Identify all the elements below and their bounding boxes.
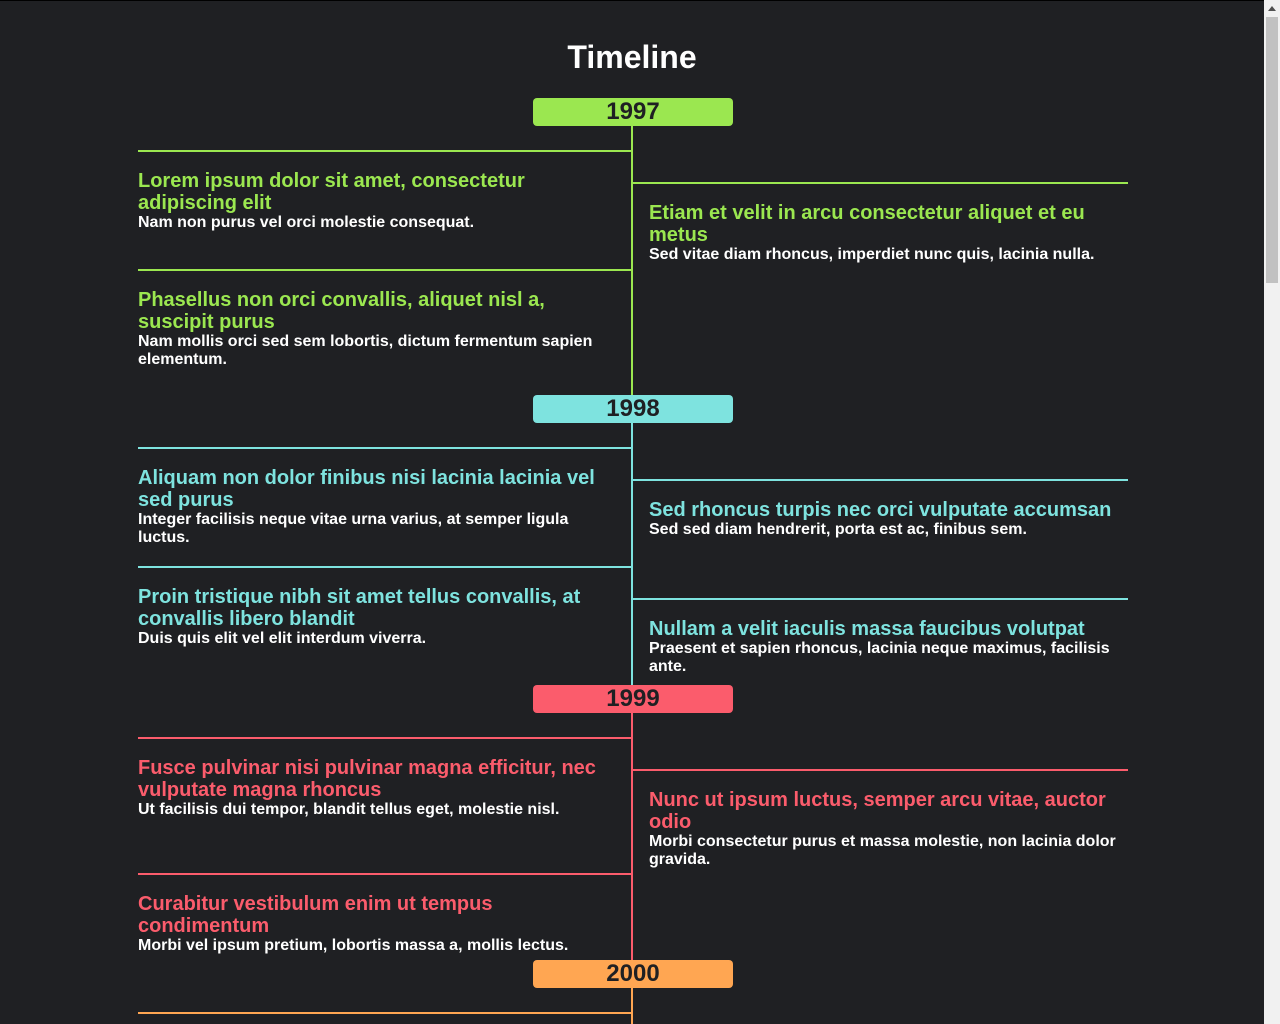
event-divider	[633, 479, 1128, 481]
event-title: Fusce pulvinar nisi pulvinar magna effic…	[138, 757, 596, 801]
timeline-event: Etiam et velit in arcu consectetur aliqu…	[633, 182, 1128, 263]
timeline-event: Phasellus non orci convallis, aliquet ni…	[138, 269, 631, 389]
event-description: Integer facilisis neque vitae urna variu…	[138, 511, 569, 546]
event-divider	[138, 150, 631, 152]
timeline-axis-1997	[631, 126, 633, 395]
event-divider	[138, 737, 631, 739]
timeline-axis-1998	[631, 423, 633, 685]
timeline-event: Sed rhoncus turpis nec orci vulputate ac…	[633, 479, 1128, 597]
scroll-up-arrow-icon[interactable]	[1264, 0, 1280, 17]
event-divider	[138, 873, 631, 875]
event-description: Nam non purus vel orci molestie consequa…	[138, 214, 475, 231]
page-title: Timeline	[567, 39, 697, 75]
event-title: Proin tristique nibh sit amet tellus con…	[138, 586, 581, 630]
event-divider	[633, 182, 1128, 184]
event-title: Lorem ipsum dolor sit amet, consectetur …	[138, 170, 525, 214]
event-description: Sed sed diam hendrerit, porta est ac, fi…	[649, 521, 1027, 538]
event-description: Morbi vel ipsum pretium, lobortis massa …	[138, 937, 569, 954]
event-description: Morbi consectetur purus et massa molesti…	[649, 833, 1116, 868]
event-title: Curabitur vestibulum enim ut tempus cond…	[138, 893, 493, 937]
event-divider	[633, 769, 1128, 771]
timeline-event: Nullam a velit iaculis massa faucibus vo…	[633, 598, 1128, 678]
timeline-event: Curabitur vestibulum enim ut tempus cond…	[138, 873, 631, 954]
event-divider	[138, 1012, 631, 1014]
year-badge-1997: 1997	[533, 98, 733, 126]
timeline-event: Proin tristique nibh sit amet tellus con…	[138, 566, 631, 676]
event-description: Praesent et sapien rhoncus, lacinia nequ…	[649, 640, 1110, 675]
year-badge-2000: 2000	[533, 960, 733, 988]
timeline-event: Aliquam non dolor finibus nisi lacinia l…	[138, 447, 631, 565]
event-divider	[138, 447, 631, 449]
event-title: Sed rhoncus turpis nec orci vulputate ac…	[649, 499, 1112, 521]
timeline-event: Nunc ut ipsum luctus, semper arcu vitae,…	[633, 769, 1128, 869]
timeline-event	[138, 1012, 631, 1024]
event-description: Nam mollis orci sed sem lobortis, dictum…	[138, 333, 593, 368]
event-description: Sed vitae diam rhoncus, imperdiet nunc q…	[649, 246, 1095, 263]
event-title: Phasellus non orci convallis, aliquet ni…	[138, 289, 545, 333]
event-divider	[138, 269, 631, 271]
year-badge-1998: 1998	[533, 395, 733, 423]
timeline-event: Lorem ipsum dolor sit amet, consectetur …	[138, 150, 631, 268]
event-divider	[633, 598, 1128, 600]
timeline-event: Fusce pulvinar nisi pulvinar magna effic…	[138, 737, 631, 872]
event-title: Nullam a velit iaculis massa faucibus vo…	[649, 618, 1085, 640]
window-top-border	[0, 0, 1264, 1]
event-description: Ut facilisis dui tempor, blandit tellus …	[138, 801, 560, 818]
event-description: Duis quis elit vel elit interdum viverra…	[138, 630, 427, 647]
year-badge-1999: 1999	[533, 685, 733, 713]
timeline-axis-2000	[631, 988, 633, 1024]
scrollbar-thumb[interactable]	[1266, 17, 1278, 283]
vertical-scrollbar[interactable]	[1264, 0, 1280, 1024]
event-divider	[138, 566, 631, 568]
event-title: Etiam et velit in arcu consectetur aliqu…	[649, 202, 1085, 246]
event-title: Nunc ut ipsum luctus, semper arcu vitae,…	[649, 789, 1106, 833]
timeline-axis-1999	[631, 713, 633, 960]
event-title: Aliquam non dolor finibus nisi lacinia l…	[138, 467, 595, 511]
